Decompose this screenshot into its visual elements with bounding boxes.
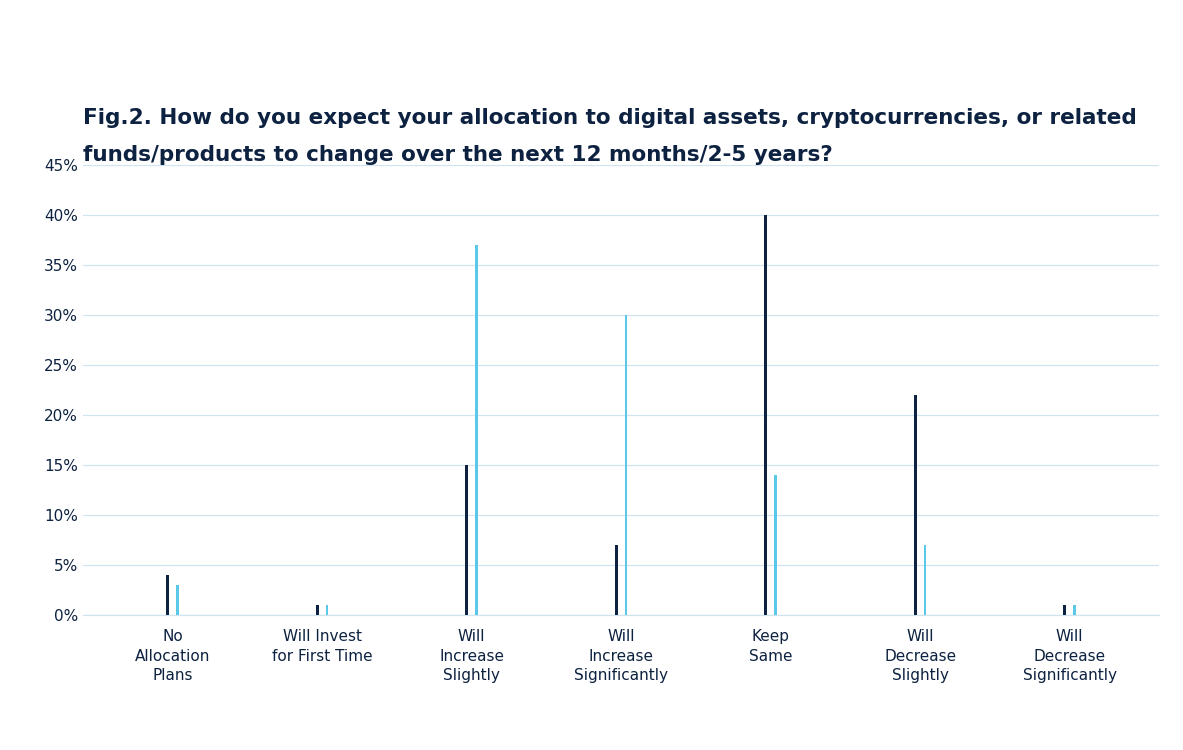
Bar (476, 245, 478, 615)
Bar (1073, 605, 1075, 615)
Bar (167, 575, 169, 615)
Bar (924, 545, 926, 615)
Bar (764, 215, 767, 615)
Bar (774, 475, 777, 615)
Bar (914, 395, 917, 615)
Bar (316, 605, 318, 615)
Bar (625, 315, 627, 615)
Bar (1064, 605, 1066, 615)
Bar (325, 605, 328, 615)
Bar (176, 585, 179, 615)
Bar (465, 465, 468, 615)
Text: Fig.2. How do you expect your allocation to digital assets, cryptocurrencies, or: Fig.2. How do you expect your allocation… (83, 107, 1137, 128)
Text: funds/products to change over the next 12 months/2-5 years?: funds/products to change over the next 1… (83, 145, 833, 165)
Bar (615, 545, 618, 615)
